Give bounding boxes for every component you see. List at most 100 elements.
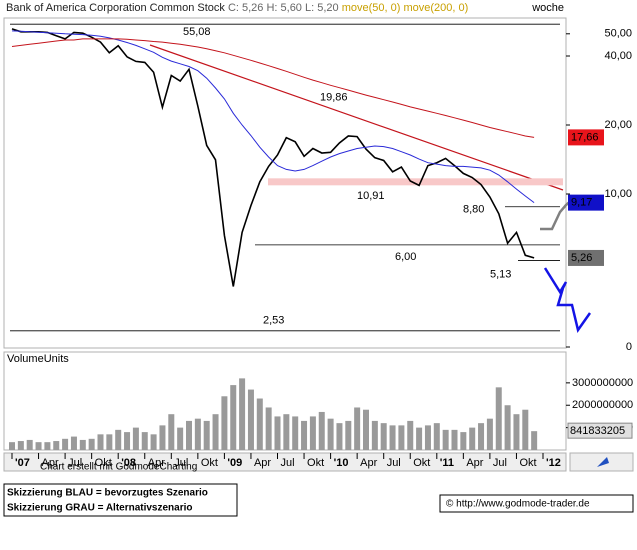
x-tick-label: Apr [360,457,377,469]
volume-bar [336,423,343,450]
x-tick-label: Jul [493,457,507,469]
volume-bar [486,418,493,450]
volume-bar [9,442,15,450]
volume-bar [389,425,396,450]
volume-bar [159,425,166,450]
volume-bar [230,385,237,450]
volume-bar [132,427,139,450]
volume-bar [97,434,104,450]
moving-average [11,30,535,204]
volume-bar [531,431,538,450]
volume-bar [194,418,201,450]
x-tick-label: Jul [174,457,188,469]
volume-bar [398,425,405,450]
legend-grey: Skizzierung GRAU = Alternativszenario [7,503,193,514]
volume-bar [416,427,423,450]
volume-bar [141,432,148,450]
panel-title: VolumeUnits [7,353,69,365]
volume-bar [327,418,334,450]
interval: woche [531,2,564,14]
volume-bar [247,389,254,450]
volume-bar [460,432,467,450]
value-box [568,194,604,211]
volume-bar [371,420,378,450]
volume-bar [513,414,520,450]
volume-bar [283,414,290,450]
y-tick-label: 2000000000 [572,399,633,411]
scenario-box [3,483,238,517]
volume-bar [478,423,485,450]
volume-bar [363,409,369,450]
support-zone [268,178,563,186]
header: Bank of America Corporation Common Stock… [6,2,468,14]
volume-bar [424,425,431,450]
volume-bar [345,420,352,450]
value-box-label: 17,66 [571,131,599,143]
moving-average [11,38,535,138]
x-tick-label: Apr [466,457,483,469]
y-tick-label: 3000000000 [572,377,633,389]
volume-bar [79,439,86,450]
volume-bar [212,414,219,450]
legend-blue: Skizzierung BLAU = bevorzugtes Szenario [7,488,208,499]
x-tick-label: '08 [121,457,136,469]
volume-bar [504,405,511,450]
y-tick-label: 0 [626,341,632,353]
y-tick-label: 40,00 [604,50,632,62]
level-label: 10,91 [357,190,385,202]
volume-bar [469,427,476,450]
volume-bar [53,441,60,450]
x-tick-label: Jul [387,457,401,469]
level-label: 55,08 [183,26,211,38]
x-tick-label: '07 [15,457,30,469]
volume-bar [70,436,77,450]
x-tick-label: Okt [307,457,324,469]
value-box [568,129,604,146]
volume-bar [442,429,449,450]
volume-bar [88,438,95,450]
y-tick-label: 10,00 [604,188,632,200]
tool-box [569,452,634,472]
volume-bar [26,439,33,450]
volume-bar [177,427,184,450]
volume-bar [115,429,122,450]
volume-bar [301,420,308,450]
value-box-label: 9,17 [571,197,592,209]
price-panel [3,17,567,349]
level-label: 2,53 [263,315,284,327]
volume-bar [239,378,246,450]
value-box [567,422,633,439]
legend-ma200: move(200, 0) [403,2,468,14]
source: © http://www.godmode-trader.de [446,499,590,510]
x-tick-label: '12 [546,457,561,469]
volume-bar [150,434,157,450]
source-box [439,494,634,513]
x-tick-label: Okt [413,457,430,469]
x-tick-label: Apr [254,457,271,469]
value-box-label: 5,26 [571,252,592,264]
legend-ma50: move(50, 0) [342,2,401,14]
volume-bar [407,420,414,450]
value-box [568,249,604,266]
level-label: 5,13 [490,268,511,280]
header-quote: C: 5,26 H: 5,60 L: 5,20 [228,2,339,14]
x-tick-label: '09 [227,457,242,469]
y-tick-label: 20,00 [604,119,632,131]
x-tick-label: Jul [281,457,295,469]
volume-bar [186,420,192,450]
volume-bar [17,441,24,450]
draw-tool-icon [597,457,609,467]
volume-bar [256,398,263,450]
x-tick-label: Okt [201,457,218,469]
level-label: 6,00 [395,251,416,263]
x-tick-label: '10 [334,457,349,469]
volume-bar [203,420,210,450]
volume-bar [318,411,325,450]
x-tick-label: Apr [148,457,165,469]
volume-bar [35,442,42,450]
x-tick-label: '11 [440,457,454,469]
volume-bar [354,407,361,450]
volume-bar [124,432,131,450]
volume-bar [274,416,281,450]
